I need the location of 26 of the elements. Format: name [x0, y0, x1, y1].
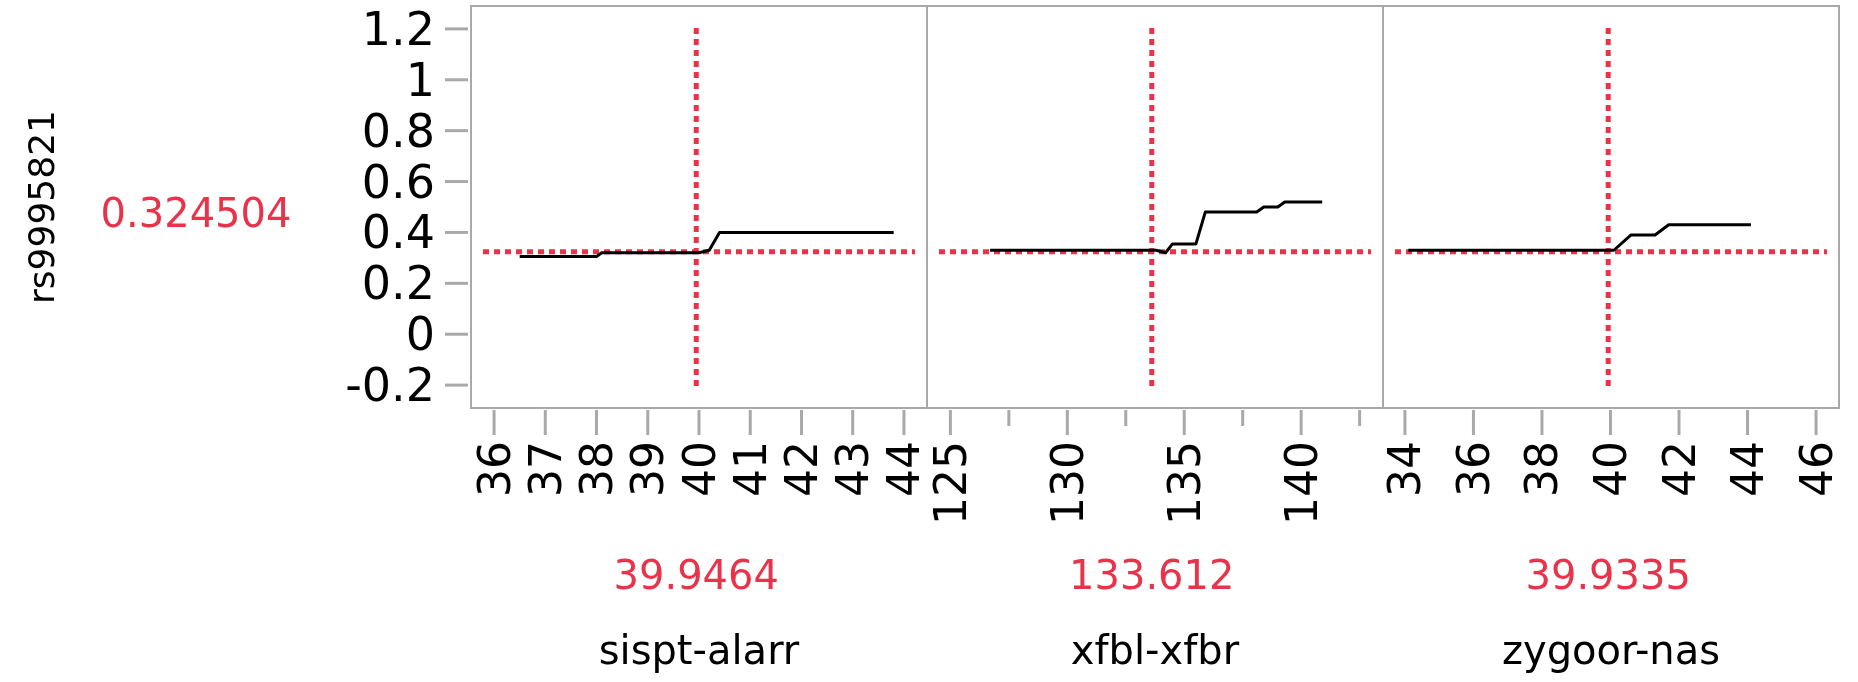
- x-tick-label: 34: [1379, 441, 1431, 497]
- x-tick-label: 38: [1516, 441, 1568, 497]
- x-tick-label: 130: [1041, 441, 1093, 525]
- x-tick-label: 41: [724, 441, 776, 497]
- x-tick-label: 140: [1275, 441, 1327, 525]
- x-tick-label: 135: [1158, 441, 1210, 525]
- x-tick-label: 37: [519, 441, 571, 497]
- x-axis-title: sispt-alarr: [598, 627, 800, 673]
- x-tick-label: 40: [673, 441, 725, 497]
- x-tick-label: 44: [1722, 441, 1774, 497]
- x-tick-label: 38: [571, 441, 623, 497]
- y-axis-title: rs9995821: [20, 110, 62, 304]
- x-tick-label: 42: [1653, 441, 1705, 497]
- x-tick-label: 36: [468, 441, 520, 497]
- x-axis-title: zygoor-nas: [1501, 627, 1721, 673]
- ref-line-label: 39.9335: [1525, 552, 1691, 598]
- x-tick-label: 40: [1584, 441, 1636, 497]
- x-tick-label: 46: [1790, 441, 1842, 497]
- ref-line-label: 133.612: [1069, 552, 1235, 598]
- x-tick-label: 36: [1447, 441, 1499, 497]
- x-tick-label: 39: [622, 441, 674, 497]
- x-tick-label: 43: [827, 441, 879, 497]
- x-axis-title: xfbl-xfbr: [1070, 627, 1240, 673]
- ref-line-label: 39.9464: [613, 552, 779, 598]
- ref-line-label: 0.324504: [100, 190, 292, 236]
- x-tick-label: 42: [775, 441, 827, 497]
